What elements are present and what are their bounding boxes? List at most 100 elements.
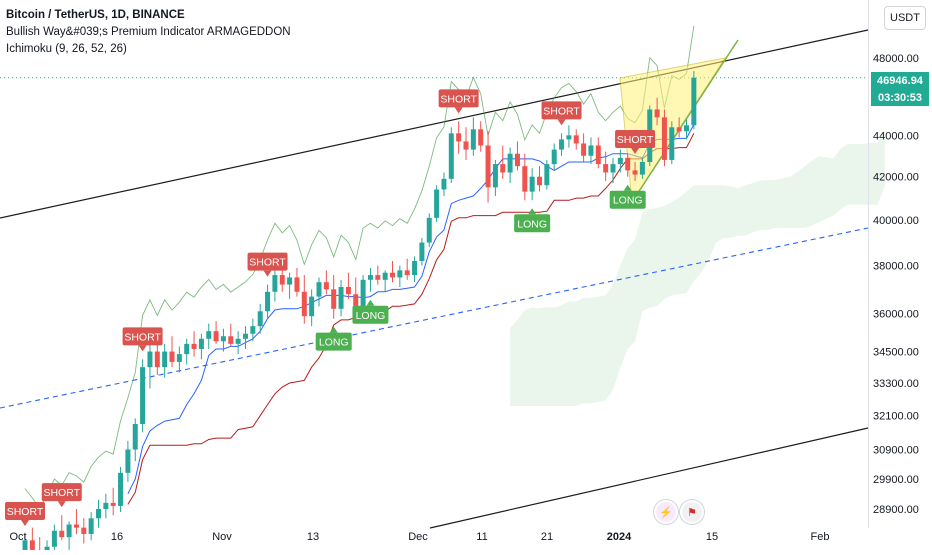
y-tick-label: 34500.00: [873, 347, 919, 359]
candle-body: [434, 189, 439, 217]
candle-body: [412, 261, 417, 275]
x-tick-label: Oct: [9, 531, 26, 543]
signal-pointer: [21, 520, 29, 526]
candle-body: [390, 273, 395, 278]
countdown-label: 03:30:53: [871, 89, 929, 106]
candle-body: [537, 177, 542, 186]
candle-body: [375, 275, 380, 280]
signal-text: SHORT: [249, 257, 286, 269]
signal-text: SHORT: [124, 331, 161, 343]
signal-text: SHORT: [617, 134, 654, 146]
candle-body: [258, 311, 263, 326]
y-tick-label: 40000.00: [873, 215, 919, 227]
candle-body: [544, 164, 549, 185]
signal-pointer: [58, 501, 66, 507]
y-tick-label: 38000.00: [873, 261, 919, 273]
legend-indicator-ichimoku[interactable]: Ichimoku (9, 26, 52, 26): [6, 41, 291, 58]
signal-pointer: [264, 271, 272, 277]
candle-body: [419, 243, 424, 261]
candle-body: [265, 292, 270, 311]
candle-body: [611, 164, 616, 172]
x-tick-label: Dec: [408, 531, 428, 543]
candle-body: [441, 179, 446, 190]
x-tick-label: Feb: [811, 531, 830, 543]
candle-body: [339, 287, 344, 309]
candle-body: [96, 509, 101, 518]
candle-body: [89, 518, 94, 534]
candle-body: [655, 109, 660, 117]
legend-indicator-premium[interactable]: Bullish Way&#039;s Premium Indicator ARM…: [6, 24, 291, 41]
ichimoku-lines: [25, 26, 694, 508]
candle-body: [133, 424, 138, 450]
candle-body: [155, 352, 160, 368]
candle-body: [111, 503, 116, 506]
candle-body: [214, 331, 219, 341]
candle-body: [206, 331, 211, 339]
signal-text: SHORT: [440, 93, 477, 105]
signal-pointer: [455, 107, 463, 113]
chart-legend: Bitcoin / TetherUS, 1D, BINANCE Bullish …: [6, 7, 291, 58]
currency-button[interactable]: USDT: [884, 6, 926, 30]
bolt-icon[interactable]: ⚡: [654, 500, 678, 524]
candle-body: [618, 158, 623, 164]
x-tick-label: 15: [706, 531, 718, 543]
candle-body: [530, 177, 535, 192]
candle-body: [162, 352, 167, 368]
candle-body: [633, 170, 638, 174]
candle-body: [309, 297, 314, 317]
candle-body: [669, 127, 674, 160]
candle-body: [228, 336, 233, 344]
us-flag-icon[interactable]: ⚑: [680, 500, 704, 524]
signal-pointer: [528, 208, 536, 214]
signal-text: LONG: [517, 218, 547, 230]
event-badges: ⚡ ⚑: [654, 500, 704, 524]
candle-body: [272, 275, 277, 292]
x-tick-label: 11: [476, 531, 487, 543]
candle-body: [324, 282, 329, 289]
candle-body: [125, 450, 130, 473]
y-tick-label: 32100.00: [873, 411, 919, 423]
candle-body: [405, 270, 410, 275]
chikou-line: [25, 26, 694, 508]
candle-body: [662, 117, 667, 160]
candle-body: [691, 78, 696, 126]
candle-body: [588, 146, 593, 156]
x-tick-label: 21: [541, 531, 553, 543]
candle-body: [566, 135, 571, 139]
candle-body: [302, 292, 307, 316]
candle-body: [30, 540, 35, 550]
signal-pointer: [366, 300, 374, 306]
candle-body: [486, 146, 491, 188]
y-tick-label: 36000.00: [873, 309, 919, 321]
candle-body: [103, 503, 108, 509]
candle-body: [192, 344, 197, 349]
candle-body: [74, 525, 79, 528]
candle-body: [500, 164, 505, 172]
candle-body: [559, 139, 564, 149]
x-tick-label: 13: [307, 531, 319, 543]
signal-text: SHORT: [43, 487, 80, 499]
signal-text: LONG: [319, 337, 349, 349]
candle-body: [677, 127, 682, 131]
candle-body: [625, 158, 630, 171]
candle-body: [552, 150, 557, 164]
candle-body: [221, 336, 226, 341]
candle-body: [603, 164, 608, 172]
candle-body: [118, 473, 123, 506]
candle-body: [250, 326, 255, 334]
candle-body: [640, 162, 645, 175]
candle-body: [243, 334, 248, 339]
candle-body: [140, 367, 145, 424]
candle-body: [574, 135, 579, 143]
legend-symbol[interactable]: Bitcoin / TetherUS, 1D, BINANCE: [6, 7, 291, 24]
channel-mid-line: [0, 228, 868, 408]
candle-body: [346, 287, 351, 294]
y-tick-label: 44000.00: [873, 130, 919, 142]
signal-pointer: [558, 119, 566, 125]
candle-body: [147, 352, 152, 368]
x-tick-label: 2024: [607, 531, 632, 543]
x-tick-label: Nov: [212, 531, 232, 543]
price-axis: 48000.0046000.0044000.0042000.0040000.00…: [873, 53, 919, 516]
